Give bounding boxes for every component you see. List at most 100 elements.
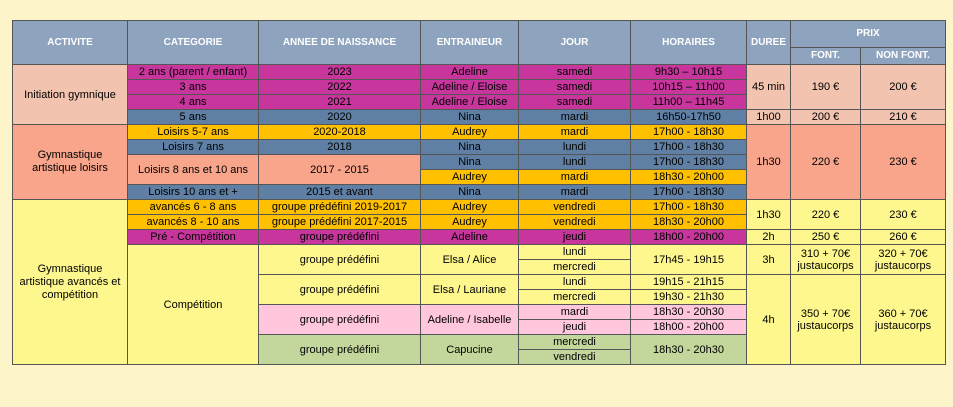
cell: 2015 et avant xyxy=(258,184,421,200)
cell: 260 € xyxy=(860,229,946,245)
cell: vendredi xyxy=(518,214,631,230)
cell: 350 + 70€ justaucorps xyxy=(790,274,861,365)
header-cell: DUREE xyxy=(746,20,791,65)
cell: groupe prédéfini xyxy=(258,229,421,245)
cell: 190 € xyxy=(790,64,861,110)
cell: 230 € xyxy=(860,124,946,200)
header-cell: ACTIVITE xyxy=(12,20,128,65)
header-cell: HORAIRES xyxy=(630,20,747,65)
cell: 10h15 – 11h00 xyxy=(630,79,747,95)
cell: 2023 xyxy=(258,64,421,80)
cell: Nina xyxy=(420,154,519,170)
cell: groupe prédéfini xyxy=(258,244,421,275)
cell: Loisirs 10 ans et + xyxy=(127,184,259,200)
cell: jeudi xyxy=(518,229,631,245)
cell: groupe prédéfini 2019-2017 xyxy=(258,199,421,215)
cell: jeudi xyxy=(518,319,631,335)
cell: Gymnastique artistique avancés et compét… xyxy=(12,199,128,365)
cell: 17h00 - 18h30 xyxy=(630,124,747,140)
cell: 17h00 - 18h30 xyxy=(630,139,747,155)
cell: 360 + 70€ justaucorps xyxy=(860,274,946,365)
cell: samedi xyxy=(518,94,631,110)
cell: 45 min xyxy=(746,64,791,110)
cell: 4 ans xyxy=(127,94,259,110)
cell: mercredi xyxy=(518,334,631,350)
cell: 2h xyxy=(746,229,791,245)
cell: groupe prédéfini xyxy=(258,274,421,305)
cell: mercredi xyxy=(518,289,631,305)
cell: 220 € xyxy=(790,199,861,230)
cell: lundi xyxy=(518,154,631,170)
cell: Initiation gymnique xyxy=(12,64,128,125)
cell: lundi xyxy=(518,274,631,290)
header-cell: ANNEE DE NAISSANCE xyxy=(258,20,421,65)
cell: mardi xyxy=(518,304,631,320)
cell: 3h xyxy=(746,244,791,275)
cell: Loisirs 8 ans et 10 ans xyxy=(127,154,259,185)
header-cell: PRIX xyxy=(790,20,946,48)
cell: 17h00 - 18h30 xyxy=(630,199,747,215)
cell: Pré - Compétition xyxy=(127,229,259,245)
cell: 250 € xyxy=(790,229,861,245)
cell: 2021 xyxy=(258,94,421,110)
cell: 18h00 - 20h00 xyxy=(630,229,747,245)
cell: vendredi xyxy=(518,349,631,365)
cell: 2017 - 2015 xyxy=(258,154,421,185)
cell: Audrey xyxy=(420,214,519,230)
cell: 2 ans (parent / enfant) xyxy=(127,64,259,80)
cell: Adeline xyxy=(420,229,519,245)
cell: 11h00 – 11h45 xyxy=(630,94,747,110)
cell: samedi xyxy=(518,79,631,95)
cell: Loisirs 5-7 ans xyxy=(127,124,259,140)
cell: 220 € xyxy=(790,124,861,200)
cell: Adeline xyxy=(420,64,519,80)
cell: 1h00 xyxy=(746,109,791,125)
cell: 1h30 xyxy=(746,124,791,200)
cell: 230 € xyxy=(860,199,946,230)
cell: Elsa / Lauriane xyxy=(420,274,519,305)
cell: 4h xyxy=(746,274,791,365)
cell: mardi xyxy=(518,124,631,140)
cell: Capucine xyxy=(420,334,519,365)
cell: 2018 xyxy=(258,139,421,155)
cell: 18h30 - 20h00 xyxy=(630,214,747,230)
cell: Audrey xyxy=(420,199,519,215)
cell: Nina xyxy=(420,139,519,155)
cell: lundi xyxy=(518,139,631,155)
cell: Loisirs 7 ans xyxy=(127,139,259,155)
cell: avancés 6 - 8 ans xyxy=(127,199,259,215)
cell: 19h15 - 21h15 xyxy=(630,274,747,290)
cell: mardi xyxy=(518,184,631,200)
cell: Adeline / Eloise xyxy=(420,94,519,110)
cell: groupe prédéfini 2017-2015 xyxy=(258,214,421,230)
cell: Adeline / Isabelle xyxy=(420,304,519,335)
cell: 2020 xyxy=(258,109,421,125)
cell: Gymnastique artistique loisirs xyxy=(12,124,128,200)
header-cell: ENTRAINEUR xyxy=(420,20,519,65)
header-cell: CATEGORIE xyxy=(127,20,259,65)
cell: 320 + 70€ justaucorps xyxy=(860,244,946,275)
cell: Elsa / Alice xyxy=(420,244,519,275)
cell: groupe prédéfini xyxy=(258,334,421,365)
cell: Audrey xyxy=(420,124,519,140)
header-cell: JOUR xyxy=(518,20,631,65)
cell: Adeline / Eloise xyxy=(420,79,519,95)
header-cell: NON FONT. xyxy=(860,47,946,65)
cell: 17h45 - 19h15 xyxy=(630,244,747,275)
cell: 17h00 - 18h30 xyxy=(630,154,747,170)
cell: 18h30 - 20h00 xyxy=(630,169,747,185)
header-cell: FONT. xyxy=(790,47,861,65)
cell: samedi xyxy=(518,64,631,80)
cell: 210 € xyxy=(860,109,946,125)
cell: 18h30 - 20h30 xyxy=(630,304,747,320)
cell: Compétition xyxy=(127,244,259,365)
cell: 5 ans xyxy=(127,109,259,125)
cell: 17h00 - 18h30 xyxy=(630,184,747,200)
cell: 16h50-17h50 xyxy=(630,109,747,125)
cell: vendredi xyxy=(518,199,631,215)
cell: 3 ans xyxy=(127,79,259,95)
cell: 310 + 70€ justaucorps xyxy=(790,244,861,275)
cell: Nina xyxy=(420,184,519,200)
cell: 200 € xyxy=(860,64,946,110)
